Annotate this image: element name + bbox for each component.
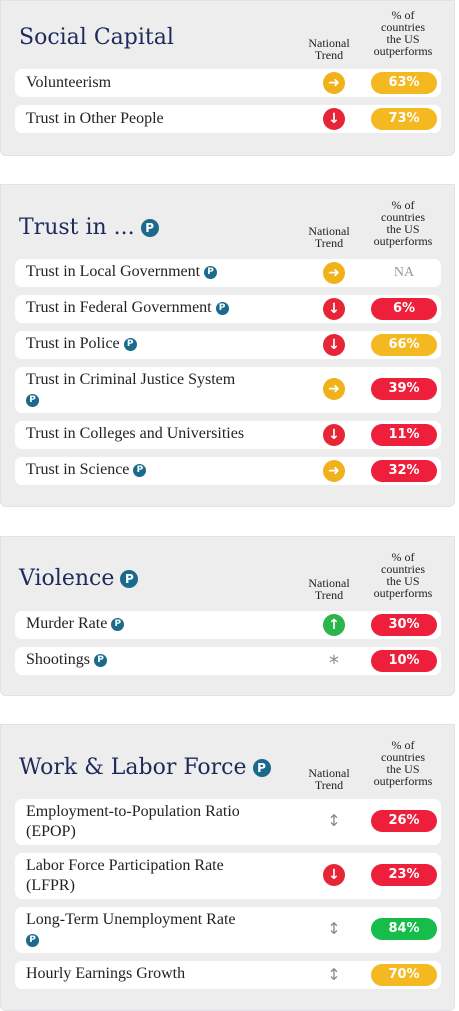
down-arrow-icon: ↓ — [323, 298, 345, 320]
list-item[interactable]: Trust in Science P ➜ 32% — [15, 457, 441, 485]
section-title: Trust in ... P — [19, 215, 159, 240]
down-arrow-icon: ↓ — [323, 108, 345, 130]
trend-column-header: National Trend — [308, 224, 350, 250]
down-arrow-icon: ↓ — [323, 334, 345, 356]
list-item[interactable]: Trust in Other People ↓ 73% — [15, 105, 441, 133]
up-arrow-icon: ↑ — [323, 614, 345, 636]
percent-badge: 32% — [371, 460, 437, 482]
percent-badge: 70% — [371, 964, 437, 986]
p-icon[interactable]: P — [123, 337, 137, 351]
p-icon[interactable]: P — [111, 617, 125, 631]
metric-label: Trust in Colleges and Universities — [26, 425, 245, 442]
percent-badge: 11% — [371, 424, 437, 446]
percent-badge: 63% — [371, 72, 437, 94]
mixed-arrow-icon: ↕ — [327, 811, 341, 830]
p-icon[interactable]: P — [120, 570, 139, 588]
metric-label: Volunteerism — [26, 74, 112, 91]
down-arrow-icon: ↓ — [323, 424, 345, 446]
metric-label: Trust in Other People — [26, 110, 164, 127]
list-item[interactable]: Volunteerism ➜ 63% — [15, 69, 441, 97]
list-item[interactable]: Murder Rate P ↑ 30% — [15, 611, 441, 639]
list-item[interactable]: Trust in Local Government P ➜ NA — [15, 259, 441, 287]
work-labor-card: Work & Labor Force P National Trend % of c… — [0, 724, 455, 1011]
social-capital-card: Social Capital National Trend % of countr… — [0, 0, 455, 156]
right-arrow-icon: ➜ — [323, 262, 345, 284]
list-item[interactable]: Labor Force Participation Rate (LFPR) ↓ 2… — [15, 853, 441, 899]
list-item[interactable]: Trust in Police P ↓ 66% — [15, 331, 441, 359]
metric-label: Trust in Science P — [26, 460, 147, 480]
percent-badge: NA — [393, 265, 415, 280]
right-arrow-icon: ➜ — [323, 72, 345, 94]
trust-card: Trust in ... P National Trend % of countri… — [0, 184, 455, 507]
outperform-column-header: % of countries the US outperforms — [373, 198, 433, 248]
p-icon[interactable]: P — [215, 301, 229, 315]
list-item[interactable]: Trust in Criminal Justice System P ➜ 39% — [15, 367, 441, 413]
metric-label: Trust in Federal Government P — [26, 298, 229, 318]
outperform-column-header: % of countries the US outperforms — [373, 550, 433, 600]
percent-badge: 10% — [371, 650, 437, 672]
violence-card: Violence P National Trend % of countries th… — [0, 536, 455, 696]
outperform-column-header: % of countries the US outperforms — [373, 8, 433, 58]
trend-column-header: National Trend — [308, 766, 350, 792]
list-item[interactable]: Trust in Federal Government P ↓ 6% — [15, 295, 441, 323]
p-icon[interactable]: P — [94, 653, 108, 667]
down-arrow-icon: ↓ — [323, 864, 345, 886]
list-item[interactable]: Trust in Colleges and Universities ↓ 11% — [15, 421, 441, 449]
list-item[interactable]: Hourly Earnings Growth ↕ 70% — [15, 961, 441, 989]
list-item[interactable]: Shootings P * 10% — [15, 647, 441, 675]
percent-badge: 23% — [371, 864, 437, 886]
right-arrow-icon: ➜ — [323, 460, 345, 482]
p-icon[interactable]: P — [26, 933, 39, 947]
metric-label: Trust in Criminal Justice System P — [26, 371, 236, 407]
trend-column-header: National Trend — [308, 576, 350, 602]
percent-badge: 73% — [371, 108, 437, 130]
percent-badge: 66% — [371, 334, 437, 356]
p-icon[interactable]: P — [140, 219, 159, 237]
metric-label: Shootings P — [26, 650, 108, 670]
list-item[interactable]: Long-Term Unemployment Rate P ↕ 84% — [15, 907, 441, 953]
section-title: Work & Labor Force P — [19, 755, 271, 780]
mixed-arrow-icon: ↕ — [327, 919, 341, 938]
metric-label: Murder Rate P — [26, 614, 125, 634]
right-arrow-icon: ➜ — [323, 378, 345, 400]
p-icon[interactable]: P — [133, 463, 147, 477]
metric-label: Labor Force Participation Rate (LFPR) — [26, 857, 224, 894]
percent-badge: 6% — [371, 298, 437, 320]
percent-badge: 26% — [371, 810, 437, 832]
metric-label: Hourly Earnings Growth — [26, 965, 186, 982]
trend-column-header: National Trend — [308, 36, 350, 62]
metric-label: Employment-to-Population Ratio (EPOP) — [26, 803, 240, 840]
p-icon[interactable]: P — [204, 265, 218, 279]
list-item[interactable]: Employment-to-Population Ratio (EPOP) ↕ 2… — [15, 799, 441, 845]
section-title: Social Capital — [19, 25, 174, 50]
outperform-column-header: % of countries the US outperforms — [373, 738, 433, 788]
percent-badge: 39% — [371, 378, 437, 400]
percent-badge: 30% — [371, 614, 437, 636]
p-icon[interactable]: P — [26, 393, 39, 407]
percent-badge: 84% — [371, 918, 437, 940]
metric-label: Trust in Police P — [26, 334, 137, 354]
asterisk-icon: * — [329, 651, 339, 675]
metric-label: Long-Term Unemployment Rate P — [26, 911, 236, 947]
section-title: Violence P — [19, 566, 139, 591]
mixed-arrow-icon: ↕ — [327, 965, 341, 984]
metric-label: Trust in Local Government P — [26, 262, 218, 282]
p-icon[interactable]: P — [252, 759, 271, 777]
